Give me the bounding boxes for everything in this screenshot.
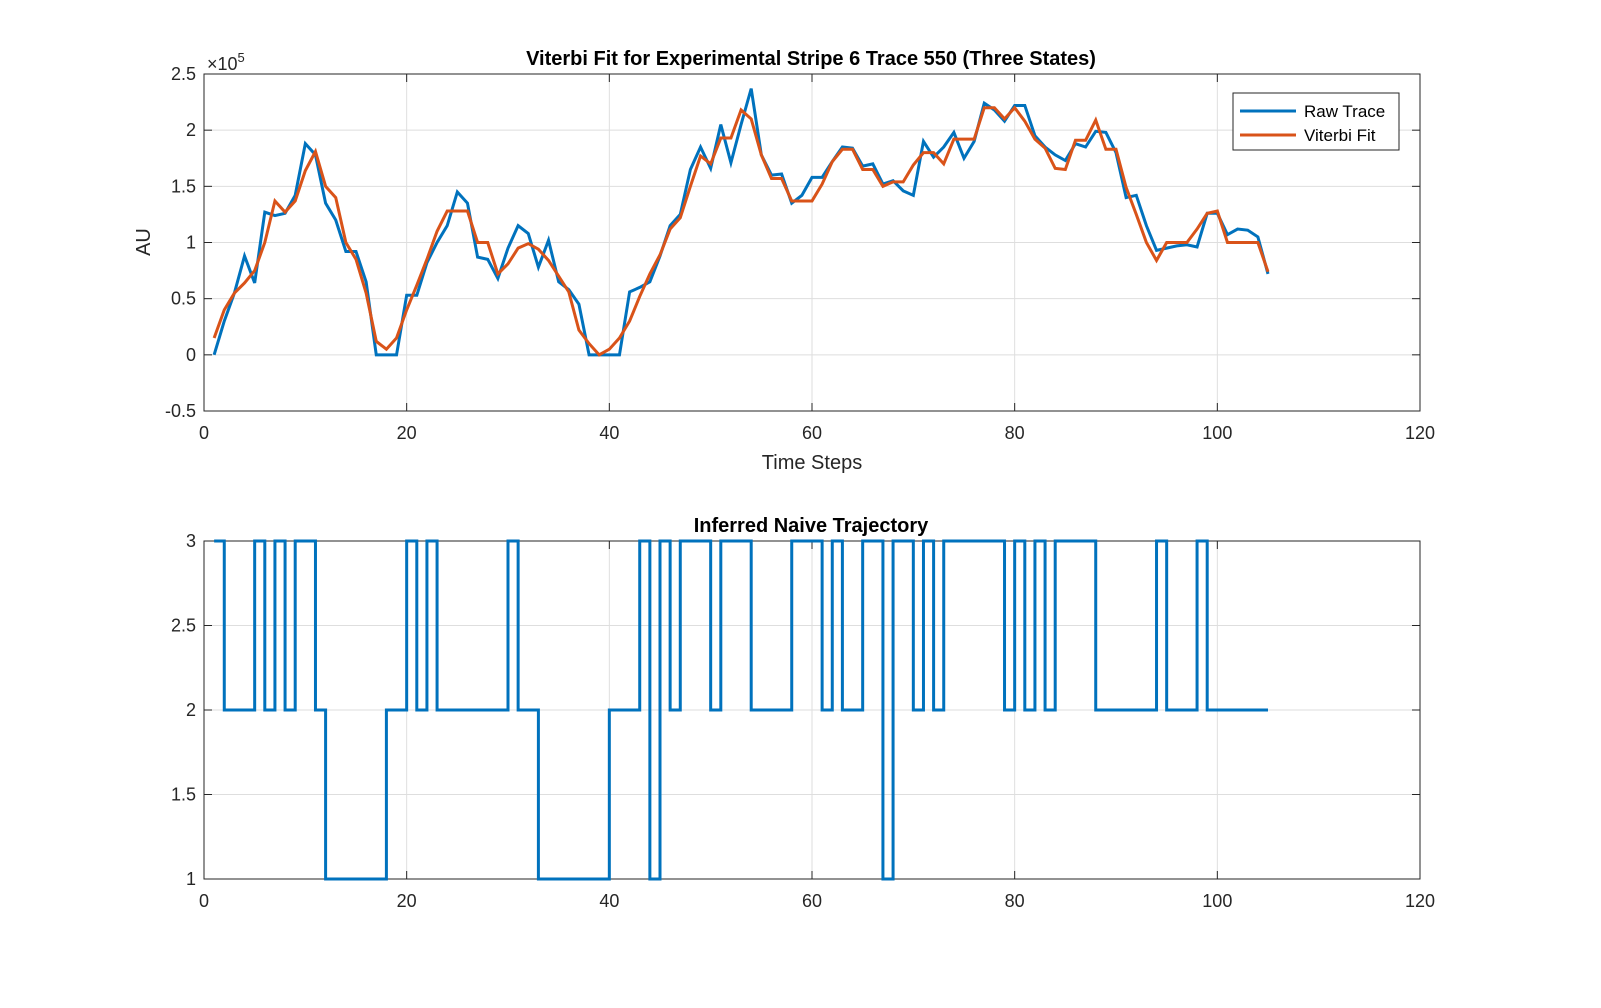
y-tick-label: 0 [186,345,196,365]
x-tick-label: 20 [397,423,417,443]
chart-title: Viterbi Fit for Experimental Stripe 6 Tr… [526,48,1096,70]
viterbi-fit-line [212,105,1270,357]
raw-trace-line [212,88,1270,357]
series-group [212,88,1270,357]
chart-title: Inferred Naive Trajectory [694,515,929,537]
y-tick-label: 3 [186,531,196,551]
x-tick-label: 80 [1005,891,1025,911]
y-axis-ticks: -0.5 0 0.5 1 1.5 2 2.5 [165,64,1420,421]
y-tick-label: 2 [186,120,196,140]
x-tick-label: 20 [397,891,417,911]
y-axis-ticks: 1 1.5 2 2.5 3 [171,531,1420,889]
x-tick-label: 60 [802,423,822,443]
x-tick-label: 40 [599,423,619,443]
legend: Raw Trace Viterbi Fit [1232,92,1400,151]
x-tick-label: 60 [802,891,822,911]
x-tick-label: 80 [1005,423,1025,443]
viterbi-fit-chart: Viterbi Fit for Experimental Stripe 6 Tr… [133,48,1435,474]
y-tick-label: 2.5 [171,64,196,84]
x-tick-label: 100 [1202,891,1232,911]
legend-label-raw-trace: Raw Trace [1304,102,1385,121]
x-axis-label: Time Steps [762,452,862,474]
y-tick-label: 1 [186,233,196,253]
x-axis-ticks: 0 20 40 60 80 100 120 [199,541,1435,911]
legend-box [1232,92,1400,151]
series-group [214,539,1268,881]
y-tick-label: 0.5 [171,289,196,309]
y-tick-label: 1.5 [171,785,196,805]
y-tick-label: 1.5 [171,176,196,196]
x-tick-label: 120 [1405,891,1435,911]
y-tick-label: 1 [186,869,196,889]
x-tick-label: 120 [1405,423,1435,443]
x-tick-label: 0 [199,891,209,911]
y-axis-label: AU [133,228,155,256]
series-0-line [214,539,1268,881]
y-tick-label: 2 [186,700,196,720]
naive-trajectory-chart: Inferred Naive Trajectory 0 20 40 60 80 100 12… [171,515,1435,911]
x-tick-label: 0 [199,423,209,443]
legend-label-viterbi-fit: Viterbi Fit [1304,126,1376,145]
x-axis-ticks: 0 20 40 60 80 100 120 [199,74,1435,443]
y-exponent-label: ×105 [207,50,245,74]
x-tick-label: 100 [1202,423,1232,443]
y-tick-label: -0.5 [165,401,196,421]
y-tick-label: 2.5 [171,616,196,636]
x-tick-label: 40 [599,891,619,911]
